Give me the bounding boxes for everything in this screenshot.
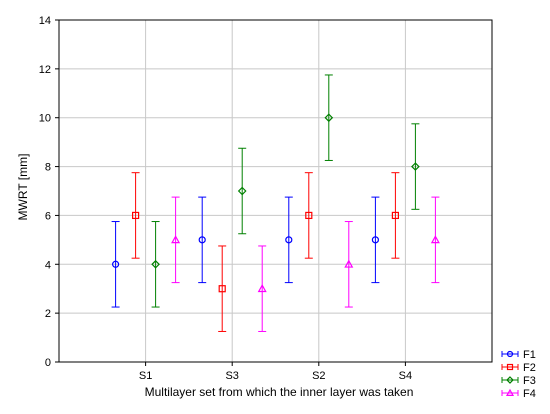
series-layer	[111, 74, 440, 332]
series-f3	[151, 74, 420, 308]
marker-diamond	[324, 113, 334, 123]
marker-triangle	[505, 388, 515, 396]
legend-item-f4: F4	[501, 388, 536, 400]
marker-square	[132, 211, 140, 220]
ticks-layer: 0 2 4 6 8 10 12 14 S1 S3 S2 S4	[39, 15, 412, 382]
y-tick-label: 2	[45, 308, 51, 320]
y-tick-label: 12	[39, 64, 51, 76]
plot-frame	[58, 19, 493, 363]
legend-item-f3: F3	[501, 375, 536, 387]
x-tick-label: S1	[139, 370, 152, 382]
marker-circle	[198, 236, 206, 244]
legend-item-f1: F1	[501, 349, 536, 361]
marker-circle	[506, 350, 514, 358]
y-tick-label: 4	[45, 259, 51, 271]
marker-diamond	[237, 186, 247, 196]
y-tick-label: 8	[45, 162, 51, 174]
marker-diamond	[151, 259, 160, 269]
marker-triangle	[257, 283, 267, 293]
marker-diamond	[506, 376, 514, 384]
legend-label: F1	[523, 349, 536, 361]
marker-square	[218, 285, 226, 293]
x-tick-label: S4	[399, 370, 412, 382]
marker-diamond	[411, 162, 420, 171]
y-axis-title: MWRT [mm]	[16, 154, 30, 221]
x-axis-title: Multilayer set from which the inner laye…	[145, 385, 414, 399]
x-tick-label: S3	[225, 370, 238, 382]
legend-label: F4	[523, 388, 536, 400]
y-tick-label: 6	[45, 210, 51, 222]
y-tick-label: 0	[45, 357, 51, 369]
series-f4	[171, 196, 440, 332]
legend-label: F2	[523, 362, 536, 374]
legend-item-f2: F2	[501, 362, 536, 374]
marker-circle	[111, 260, 120, 268]
marker-circle	[285, 236, 293, 244]
series-f1	[111, 196, 380, 308]
x-tick-label: S2	[312, 370, 325, 382]
marker-square	[391, 211, 399, 220]
grid-layer	[59, 20, 492, 362]
marker-triangle	[344, 259, 354, 268]
marker-square	[506, 363, 514, 371]
y-tick-label: 10	[39, 113, 51, 125]
marker-square	[305, 211, 313, 220]
marker-triangle	[171, 235, 181, 244]
y-tick-label: 14	[39, 15, 51, 27]
marker-circle	[371, 236, 379, 244]
marker-triangle	[430, 235, 440, 244]
legend-label: F3	[523, 375, 536, 387]
series-f2	[131, 172, 400, 332]
